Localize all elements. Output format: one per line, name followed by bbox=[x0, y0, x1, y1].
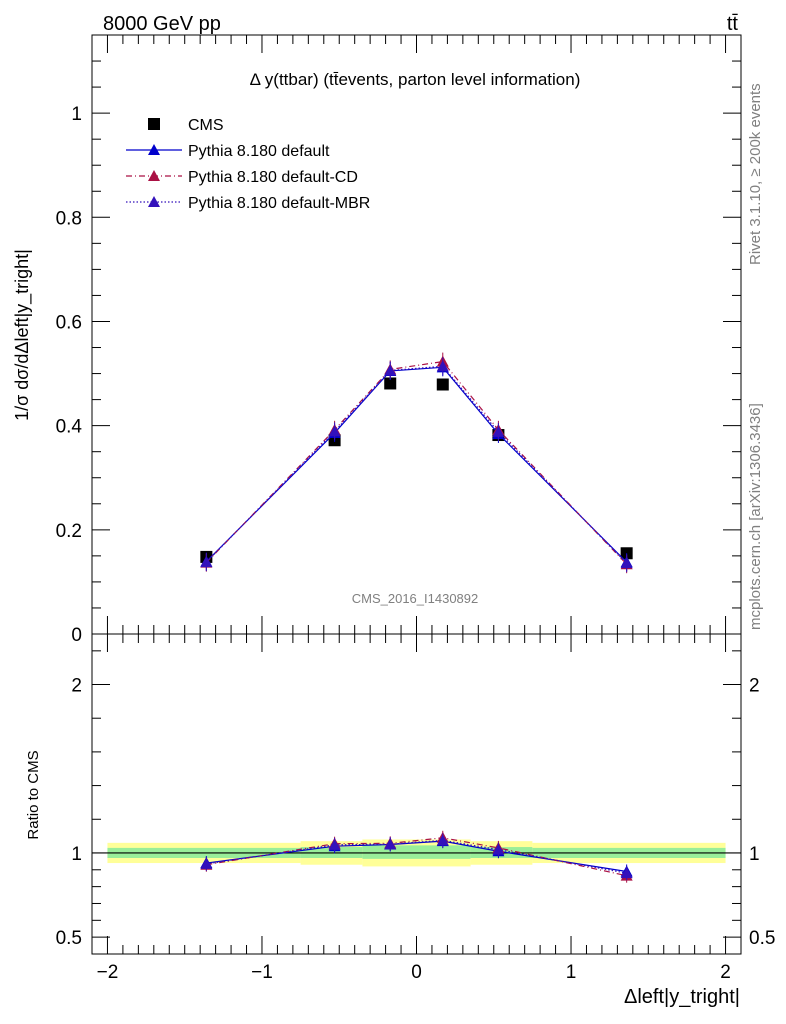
main-axes: 0 0.2 0.4 0.6 0.8 1 bbox=[56, 35, 741, 646]
mc-series-line bbox=[205, 360, 628, 565]
x-tick-label: 0 bbox=[411, 962, 422, 983]
x-axis-label: Δleft|y_tright| bbox=[624, 986, 740, 1008]
ratio-data-point bbox=[384, 838, 397, 850]
ratio-axes: 0.5 0.5 1 1 2 2 −2 −1 0 1 2 bbox=[56, 634, 775, 983]
y-tick-label: 0.2 bbox=[56, 521, 82, 542]
y-tick-label: 0.4 bbox=[56, 417, 83, 438]
ratio-data-point bbox=[620, 867, 633, 879]
ratio-series-line bbox=[206, 837, 627, 877]
ratio-data-point bbox=[492, 843, 505, 855]
ratio-y-tick-label-right: 2 bbox=[749, 676, 760, 697]
mcplots-label: mcplots.cern.ch [arXiv:1306.3436] bbox=[747, 403, 764, 630]
header-left: 8000 GeV pp bbox=[103, 13, 221, 35]
legend-marker-triangle bbox=[148, 170, 160, 181]
watermark: CMS_2016_I1430892 bbox=[352, 591, 479, 606]
mc-data-point bbox=[436, 360, 449, 372]
ratio-data-point bbox=[328, 838, 341, 850]
ratio-series bbox=[200, 830, 633, 883]
y-tick-label: 0.6 bbox=[56, 312, 82, 333]
legend-label: Pythia 8.180 default-MBR bbox=[188, 195, 370, 212]
y-tick-label: 1 bbox=[71, 104, 82, 125]
legend-label: CMS bbox=[188, 117, 224, 134]
x-tick-label: −1 bbox=[251, 962, 273, 983]
chart-title: Δ y(ttbar) (tt̄events, parton level info… bbox=[250, 70, 581, 89]
x-tick-label: −2 bbox=[97, 962, 119, 983]
ratio-bands bbox=[92, 839, 741, 867]
mc-series-line bbox=[205, 366, 628, 563]
legend: CMS Pythia 8.180 default Pythia 8.180 defa… bbox=[126, 117, 370, 212]
legend-marker-square bbox=[148, 118, 160, 130]
ratio-frame bbox=[91, 633, 742, 955]
ratio-y-label: Ratio to CMS bbox=[25, 750, 42, 839]
ratio-series-line bbox=[206, 840, 627, 873]
legend-label: Pythia 8.180 default-CD bbox=[188, 169, 358, 186]
x-tick-label: 1 bbox=[566, 962, 577, 983]
ratio-y-tick-label-right: 1 bbox=[749, 844, 760, 865]
legend-marker-triangle bbox=[148, 144, 160, 155]
y-tick-label: 0 bbox=[71, 625, 82, 646]
main-series bbox=[200, 352, 633, 574]
cms-data-point bbox=[436, 378, 449, 391]
ratio-data-point bbox=[436, 834, 449, 846]
mc-series-line bbox=[205, 365, 628, 564]
legend-marker-triangle bbox=[148, 196, 160, 207]
mc-data-point bbox=[620, 557, 633, 569]
ratio-series-line bbox=[206, 839, 627, 874]
ratio-y-tick-label-right: 0.5 bbox=[749, 928, 775, 949]
ratio-y-tick-label: 1 bbox=[71, 844, 82, 865]
ratio-data-point bbox=[200, 857, 213, 869]
uncertainty-band-inner bbox=[416, 845, 471, 859]
ratio-panel: 0.5 0.5 1 1 2 2 −2 −1 0 1 2 Ratio to CMS bbox=[25, 633, 775, 983]
x-tick-label: 2 bbox=[720, 962, 731, 983]
cms-data-point bbox=[384, 377, 397, 390]
mc-data-point bbox=[492, 425, 505, 437]
ratio-y-tick-label: 0.5 bbox=[56, 928, 82, 949]
rivet-label: Rivet 3.1.10, ≥ 200k events bbox=[747, 83, 764, 265]
ratio-y-tick-label: 2 bbox=[71, 676, 82, 697]
main-panel: 0 0.2 0.4 0.6 0.8 1 Δ y(ttbar) (tt̄events, pa… bbox=[12, 34, 742, 646]
mc-data-point bbox=[200, 556, 213, 568]
mc-data-point bbox=[384, 364, 397, 376]
y-axis-label: 1/σ dσ/dΔleft|y_tright| bbox=[12, 249, 33, 421]
uncertainty-band-inner bbox=[362, 845, 417, 859]
mc-data-point bbox=[328, 425, 341, 437]
y-tick-label: 0.8 bbox=[56, 208, 82, 229]
legend-label: Pythia 8.180 default bbox=[188, 143, 330, 160]
header-right: tt̄ bbox=[727, 13, 739, 35]
